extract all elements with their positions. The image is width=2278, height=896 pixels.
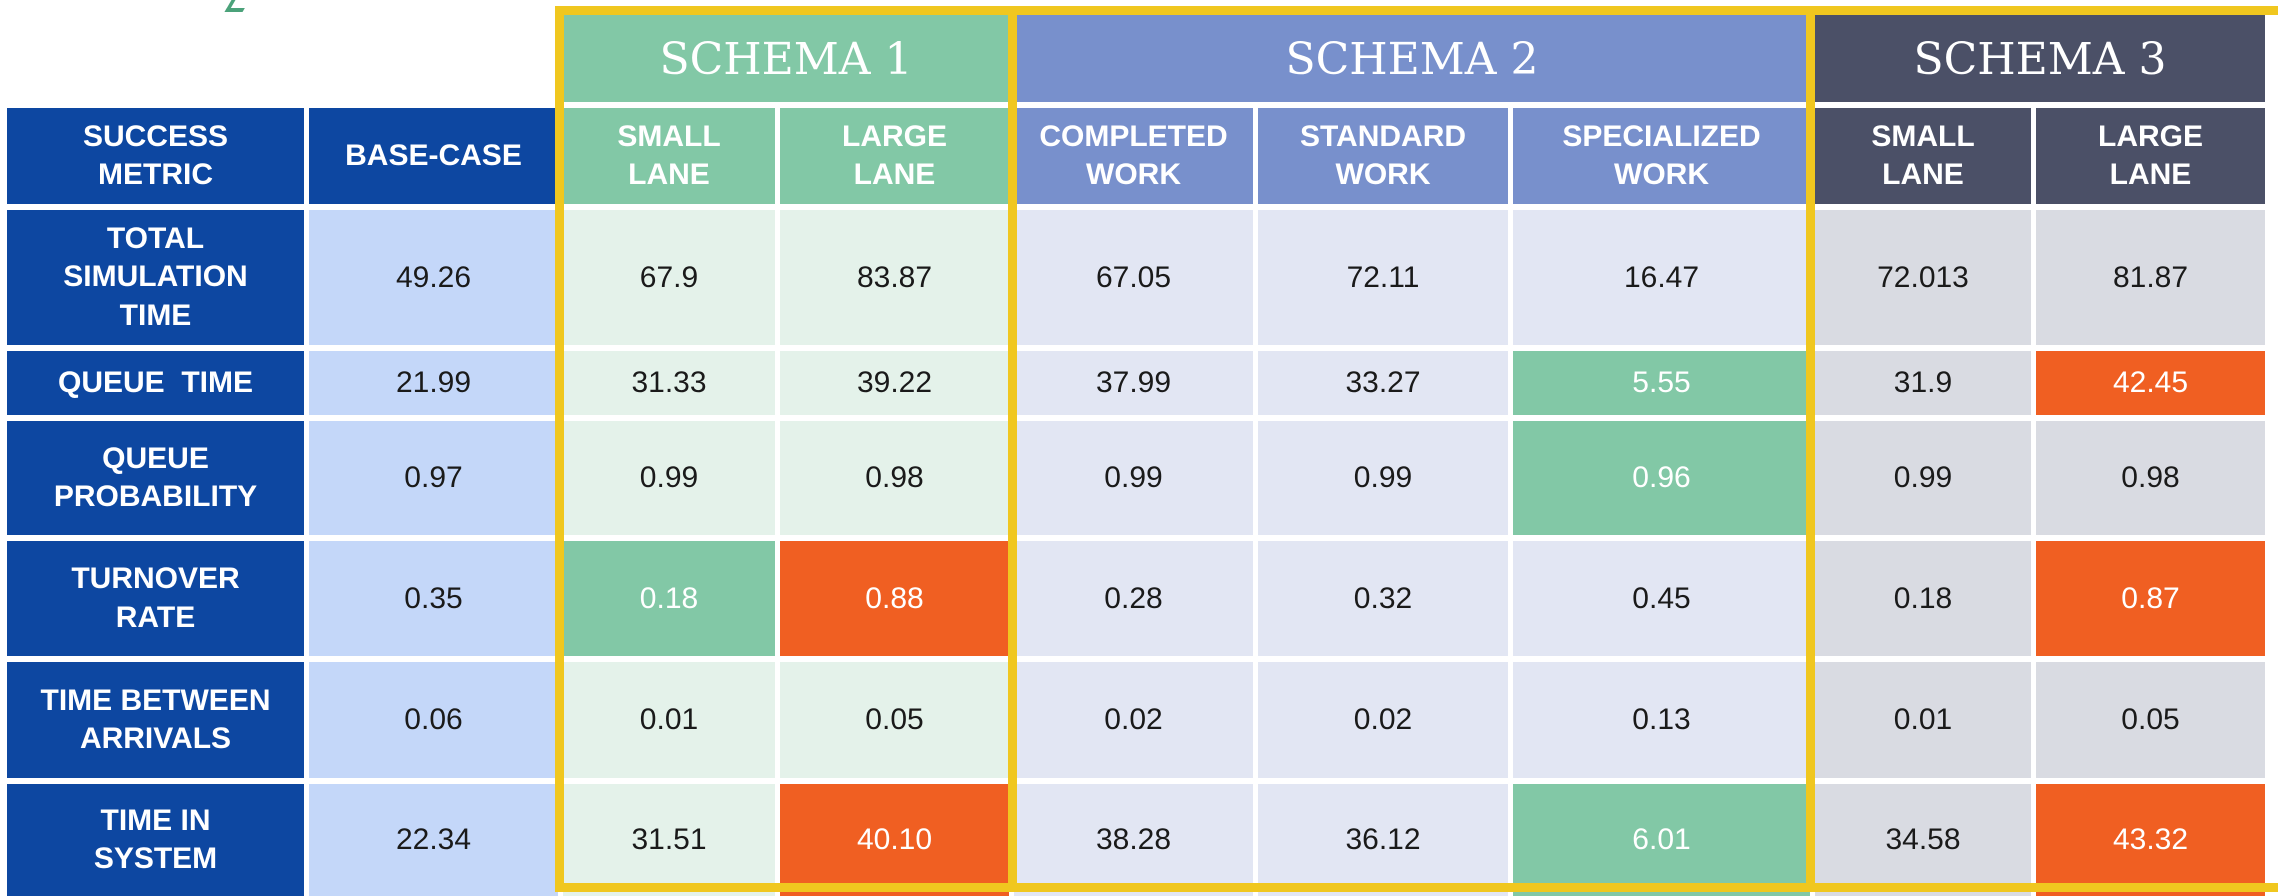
table-cell: 0.99: [1815, 421, 2031, 535]
metric-label: TOTAL SIMULATION TIME: [7, 210, 304, 345]
table-cell: 49.26: [309, 210, 558, 345]
table-cell: 31.51: [563, 784, 775, 896]
table-cell: 0.05: [780, 662, 1009, 778]
table-cell-best: 0.18: [563, 541, 775, 656]
column-header-s2-specialized-work: SPECIALIZED WORK: [1513, 108, 1810, 204]
table-cell: 83.87: [780, 210, 1009, 345]
table-cell: 0.97: [309, 421, 558, 535]
column-header-s2-completed-work: COMPLETED WORK: [1014, 108, 1253, 204]
metric-label: QUEUE TIME: [7, 351, 304, 415]
table-cell: 21.99: [309, 351, 558, 415]
table-cell: 33.27: [1258, 351, 1508, 415]
empty-corner: [7, 10, 558, 102]
table-cell: 0.02: [1014, 662, 1253, 778]
table-cell: 31.9: [1815, 351, 2031, 415]
table-cell-worst: 0.88: [780, 541, 1009, 656]
metric-label: TIME BETWEEN ARRIVALS: [7, 662, 304, 778]
table-cell: 16.47: [1513, 210, 1810, 345]
table-cell: 0.99: [1258, 421, 1508, 535]
table-cell-worst: 0.87: [2036, 541, 2265, 656]
table-cell: 37.99: [1014, 351, 1253, 415]
table-cell-best: 5.55: [1513, 351, 1810, 415]
table-cell: 0.13: [1513, 662, 1810, 778]
table-cell: 36.12: [1258, 784, 1508, 896]
table-cell: 0.98: [2036, 421, 2265, 535]
table-cell: 38.28: [1014, 784, 1253, 896]
table-cell-best: 6.01: [1513, 784, 1810, 896]
column-header-s1-large-lane: LARGE LANE: [780, 108, 1009, 204]
table-cell-worst: 40.10: [780, 784, 1009, 896]
table-cell: 0.99: [1014, 421, 1253, 535]
table-cell-worst: 43.32: [2036, 784, 2265, 896]
column-header-base-case: BASE-CASE: [309, 108, 558, 204]
schema-2-header: SCHEMA 2: [1014, 10, 1810, 102]
table-cell: 0.98: [780, 421, 1009, 535]
table-cell: 0.06: [309, 662, 558, 778]
table-cell: 0.02: [1258, 662, 1508, 778]
table-cell: 31.33: [563, 351, 775, 415]
schema-1-header: SCHEMA 1: [563, 10, 1009, 102]
table-cell: 0.01: [563, 662, 775, 778]
table-cell: 22.34: [309, 784, 558, 896]
table-cell: 0.28: [1014, 541, 1253, 656]
table-cell-worst: 42.45: [2036, 351, 2265, 415]
column-header-s3-large-lane: LARGE LANE: [2036, 108, 2265, 204]
table-cell: 0.01: [1815, 662, 2031, 778]
table-cell-best: 0.96: [1513, 421, 1810, 535]
table-cell: 0.35: [309, 541, 558, 656]
table-cell: 0.32: [1258, 541, 1508, 656]
table-cell: 0.99: [563, 421, 775, 535]
results-table: SCHEMA 1 SCHEMA 2 SCHEMA 3 SUCCESS METRI…: [7, 10, 2265, 896]
table-cell: 72.11: [1258, 210, 1508, 345]
column-header-s3-small-lane: SMALL LANE: [1815, 108, 2031, 204]
table-cell: 81.87: [2036, 210, 2265, 345]
table-cell: 0.45: [1513, 541, 1810, 656]
table-cell: 39.22: [780, 351, 1009, 415]
column-header-s2-standard-work: STANDARD WORK: [1258, 108, 1508, 204]
column-header-s1-small-lane: SMALL LANE: [563, 108, 775, 204]
table-cell: 34.58: [1815, 784, 2031, 896]
metric-label: TIME IN SYSTEM: [7, 784, 304, 896]
table-cell: 0.18: [1815, 541, 2031, 656]
table-cell: 0.05: [2036, 662, 2265, 778]
metric-label: QUEUE PROBABILITY: [7, 421, 304, 535]
metric-label: TURNOVER RATE: [7, 541, 304, 656]
table-cell: 67.05: [1014, 210, 1253, 345]
column-header-success-metric: SUCCESS METRIC: [7, 108, 304, 204]
schema-3-header: SCHEMA 3: [1815, 10, 2265, 102]
table-cell: 67.9: [563, 210, 775, 345]
table-cell: 72.013: [1815, 210, 2031, 345]
